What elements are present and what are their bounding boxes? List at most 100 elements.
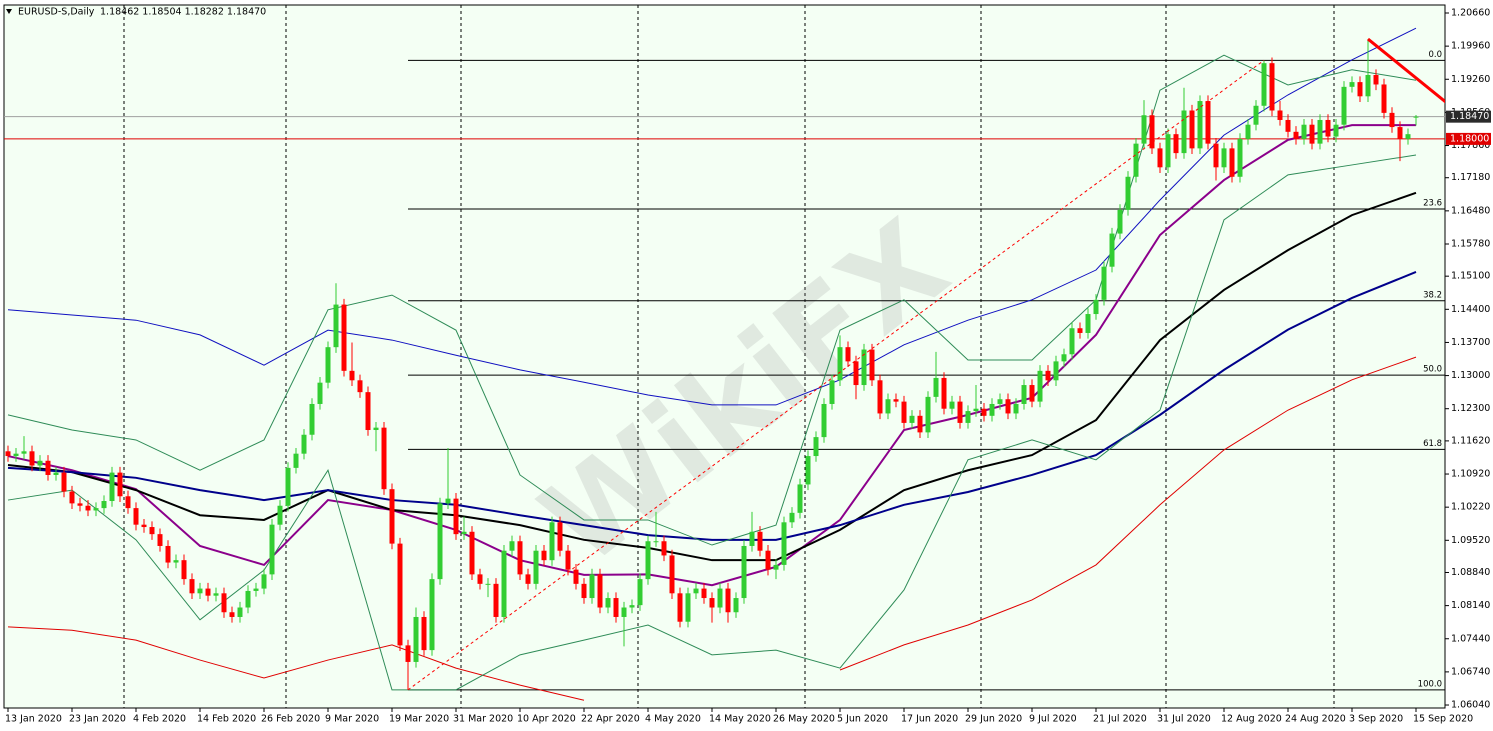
x-tick-label: 21 Jul 2020 <box>1093 714 1147 725</box>
candle-body <box>389 489 395 544</box>
candle-body <box>277 505 283 525</box>
candle-body <box>493 583 499 617</box>
candle-body <box>141 524 147 528</box>
candle-body <box>357 380 363 393</box>
candle-body <box>765 550 771 570</box>
candle-body <box>285 467 291 506</box>
candle-body <box>229 612 235 617</box>
x-tick-label: 22 Apr 2020 <box>581 714 640 725</box>
candle-body <box>709 598 715 608</box>
candle-body <box>541 550 547 561</box>
y-tick-label: 1.14400 <box>1451 304 1490 315</box>
candle-body <box>269 524 275 575</box>
candle-body <box>781 522 787 565</box>
candle-body <box>21 451 27 454</box>
indicator-line <box>7 54 1417 546</box>
candle-body <box>1341 86 1347 125</box>
candle-body <box>221 593 227 613</box>
x-tick-label: 4 May 2020 <box>645 714 701 725</box>
candle-body <box>885 399 891 414</box>
x-tick-label: 4 Feb 2020 <box>133 714 186 725</box>
y-tick-label: 1.11620 <box>1451 435 1490 446</box>
candle-body <box>1301 124 1307 139</box>
candle-body <box>1117 209 1123 234</box>
candle-body <box>413 616 419 662</box>
candle-body <box>789 512 795 523</box>
candle-body <box>597 574 603 608</box>
y-tick-label: 1.15780 <box>1451 238 1490 249</box>
fib-label: 38.2 <box>1423 290 1442 300</box>
candle-body <box>477 574 483 584</box>
candle-body <box>837 347 843 381</box>
candle-body <box>941 377 947 409</box>
candle-body <box>293 453 299 468</box>
candle-body <box>1373 75 1379 85</box>
candle-body <box>309 403 315 435</box>
candle-body <box>1093 299 1099 315</box>
candle-body <box>661 541 667 556</box>
y-tick-label: 1.19260 <box>1451 74 1490 85</box>
price-box-label: 1.18000 <box>1450 133 1489 144</box>
candle-body <box>485 583 491 585</box>
price-box <box>1446 110 1491 123</box>
candle-body <box>1061 354 1067 362</box>
candle-body <box>685 593 691 622</box>
candle-body <box>573 569 579 584</box>
candle-body <box>1157 148 1163 168</box>
y-tick-label: 1.08140 <box>1451 600 1490 611</box>
indicator-line <box>7 270 1417 541</box>
candle-body <box>1293 131 1299 139</box>
x-tick-label: 14 May 2020 <box>709 714 771 725</box>
candle-body <box>1213 143 1219 168</box>
candle-body <box>1285 119 1291 132</box>
plot-area <box>3 4 1446 709</box>
candle-body <box>213 593 219 596</box>
candle-body <box>261 574 267 589</box>
candle-body <box>237 607 243 617</box>
candle-body <box>205 588 211 596</box>
indicator-line <box>7 124 1416 587</box>
candle-body <box>1085 314 1091 333</box>
candle-body <box>93 508 99 511</box>
x-tick-label: 10 Apr 2020 <box>517 714 576 725</box>
candle-body <box>525 574 531 584</box>
candle-body <box>1245 124 1251 139</box>
candle-body <box>5 451 11 457</box>
candle-body <box>653 541 659 543</box>
candle-body <box>1261 63 1267 106</box>
candle-body <box>669 555 675 594</box>
candle-body <box>1181 110 1187 154</box>
candle-body <box>1021 385 1027 404</box>
candle-body <box>349 370 355 381</box>
candle-body <box>1221 148 1227 168</box>
candle-body <box>1325 119 1331 137</box>
candle-body <box>1413 116 1419 118</box>
candle-body <box>1349 82 1355 87</box>
candle-body <box>469 531 475 575</box>
candle-body <box>757 531 763 551</box>
candle-body <box>909 415 915 423</box>
candle-body <box>117 472 123 497</box>
candle-body <box>813 437 819 457</box>
candle-body <box>821 403 827 438</box>
candle-body <box>1125 176 1131 210</box>
y-tick-label: 1.15100 <box>1451 271 1490 282</box>
candle-body <box>845 347 851 362</box>
y-tick-label: 1.12300 <box>1451 403 1490 414</box>
candle-body <box>1149 115 1155 149</box>
candle-body <box>461 531 467 535</box>
y-tick-label: 1.09520 <box>1451 535 1490 546</box>
candle-body <box>957 401 963 423</box>
candle-body <box>421 616 427 651</box>
menu-arrow <box>6 9 12 14</box>
candle-body <box>149 527 155 535</box>
candle-body <box>1141 115 1147 144</box>
y-tick-label: 1.17860 <box>1451 140 1490 151</box>
candle-body <box>853 361 859 386</box>
candle-body <box>1309 124 1315 144</box>
candle-body <box>445 498 451 504</box>
candle-body <box>1165 134 1171 168</box>
candle-body <box>101 501 107 509</box>
candle-body <box>245 590 251 608</box>
